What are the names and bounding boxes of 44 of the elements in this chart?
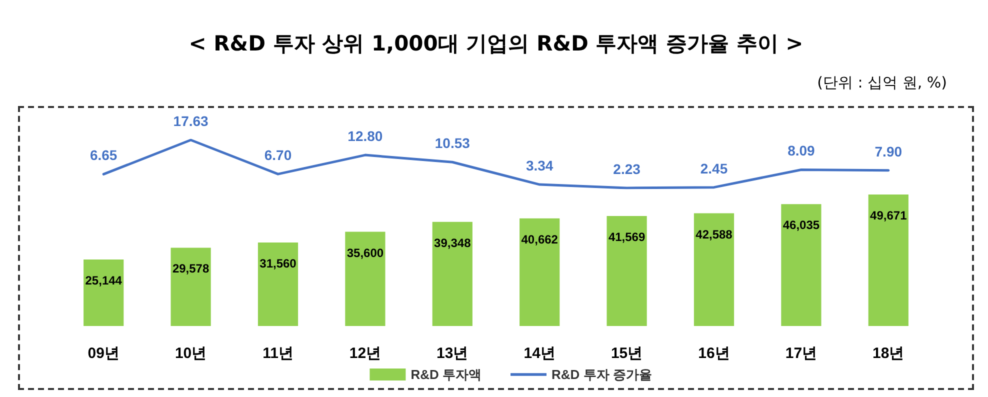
bar (606, 216, 647, 326)
data-label: 29,578 (172, 262, 210, 276)
data-label: 7.90 (874, 143, 902, 160)
x-tick-label: 16년 (698, 345, 730, 362)
data-label: 3.34 (526, 158, 554, 174)
chart-title: < R&D 투자 상위 1,000대 기업의 R&D 투자액 증가율 추이 > (188, 32, 804, 56)
bar (170, 248, 211, 326)
data-label: 6.65 (90, 147, 118, 164)
data-label: 12.80 (348, 128, 383, 144)
data-label: 17.63 (173, 113, 209, 129)
bar (258, 242, 298, 326)
bar (520, 218, 560, 326)
x-tick-label: 14년 (524, 345, 556, 362)
bar (868, 194, 908, 326)
bar (84, 259, 124, 326)
data-label: 25,144 (85, 273, 122, 288)
x-tick-label: 12년 (349, 345, 382, 362)
data-label: 42,588 (696, 227, 733, 242)
x-tick-label: 11년 (262, 345, 294, 362)
data-label: 31,560 (260, 256, 297, 270)
bar (345, 232, 386, 326)
x-tick-label: 15년 (610, 345, 643, 362)
data-label: 2.45 (700, 160, 728, 176)
chart-subtitle: (단위 : 십억 원, %) (817, 74, 948, 92)
data-label: 6.70 (264, 147, 292, 164)
x-tick-label: 17년 (785, 345, 818, 362)
data-label: 49,671 (870, 208, 908, 223)
legend-label: R&D 투자액 (410, 367, 482, 382)
bar (781, 204, 822, 326)
data-label: 2.23 (613, 161, 641, 177)
bar (432, 222, 472, 326)
data-label: 46,035 (782, 218, 820, 232)
data-label: 10.53 (434, 135, 470, 152)
data-label: 40,662 (521, 232, 558, 246)
data-label: 39,348 (434, 236, 472, 250)
data-label: 41,569 (608, 230, 646, 244)
x-tick-label: 10년 (174, 345, 207, 362)
x-tick-label: 18년 (872, 345, 904, 362)
bar (694, 213, 734, 326)
legend-label: R&D 투자 증가율 (552, 367, 652, 382)
data-label: 35,600 (346, 246, 384, 260)
x-tick-label: 13년 (436, 345, 468, 362)
data-label: 8.09 (788, 142, 816, 159)
x-tick-label: 09년 (88, 345, 120, 362)
